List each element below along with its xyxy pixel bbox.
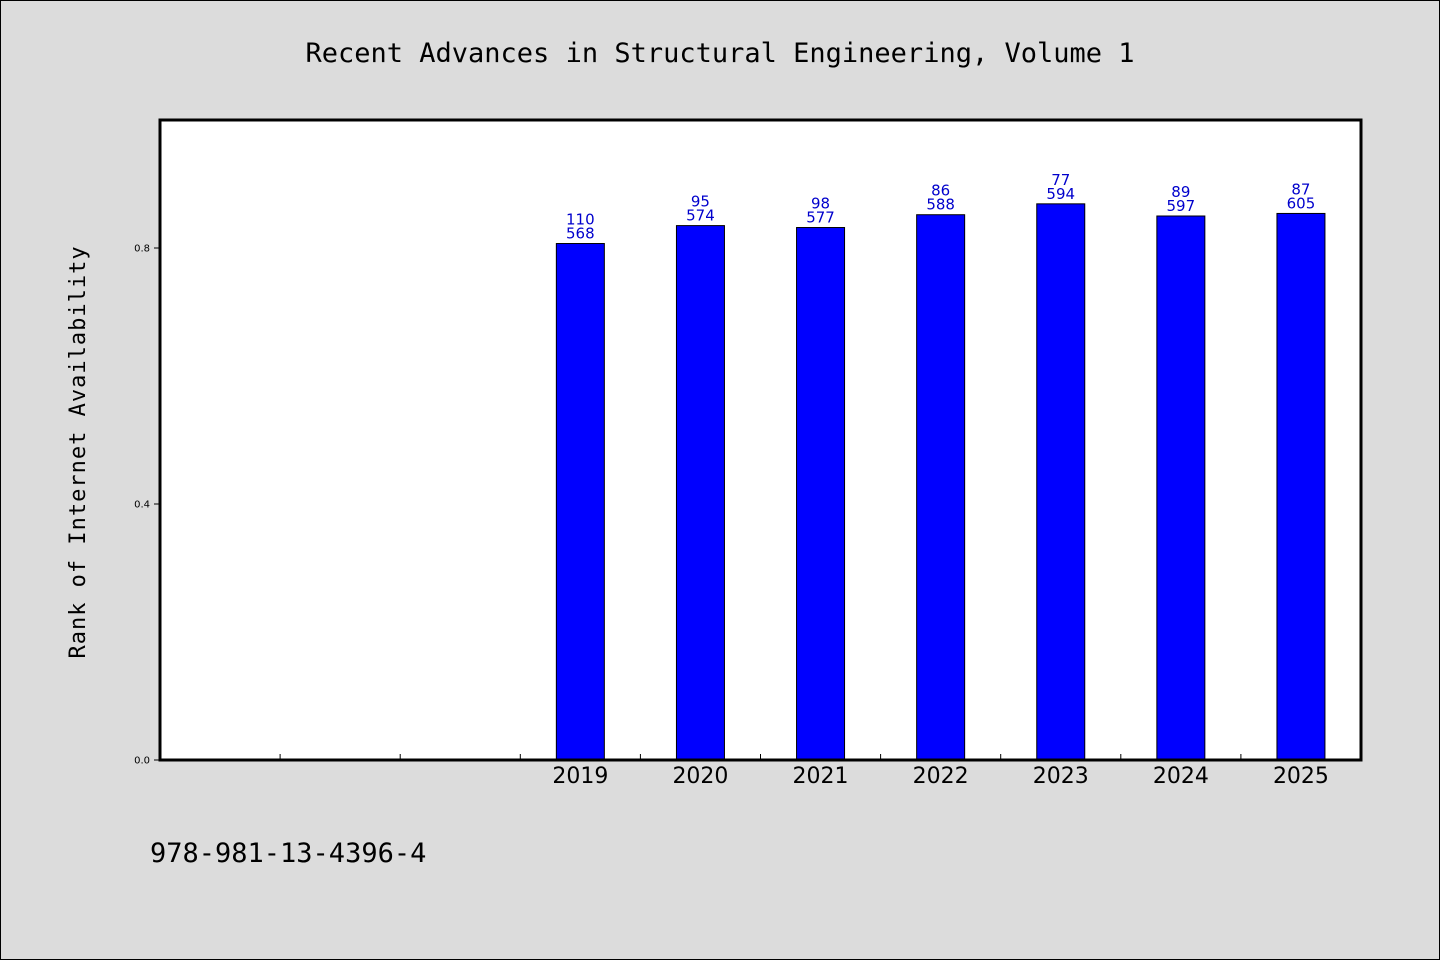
bar-label-top: 87 xyxy=(1291,180,1310,198)
bar-label-top: 77 xyxy=(1051,171,1070,189)
x-tick-label: 2021 xyxy=(793,764,849,789)
bar xyxy=(555,243,605,761)
bar-label-top: 95 xyxy=(691,193,710,211)
bar xyxy=(1156,215,1206,761)
chart-title: Recent Advances in Structural Engineerin… xyxy=(305,38,1134,69)
x-tick-label: 2024 xyxy=(1153,764,1209,789)
bar-label-bottom: 594 xyxy=(1046,185,1075,203)
x-tick-label: 2023 xyxy=(1033,764,1089,789)
bar-label-bottom: 605 xyxy=(1287,194,1316,212)
bar-label-bottom: 597 xyxy=(1167,197,1196,215)
bar-label-bottom: 588 xyxy=(926,196,955,214)
y-tick-label: 0.8 xyxy=(134,244,150,255)
bar-label-bottom: 574 xyxy=(686,207,715,225)
x-tick-label: 2019 xyxy=(552,764,608,789)
bar xyxy=(1276,212,1326,761)
bar xyxy=(916,214,966,761)
x-tick-label: 2022 xyxy=(913,764,969,789)
isbn-label: 978-981-13-4396-4 xyxy=(150,838,426,869)
y-tick-label: 0.0 xyxy=(134,756,150,767)
x-tick-label: 2025 xyxy=(1273,764,1329,789)
x-tick-label: 2020 xyxy=(672,764,728,789)
y-axis-label: Rank of Internet Availability xyxy=(66,245,91,658)
bar-label-top: 89 xyxy=(1171,183,1190,201)
plot-border xyxy=(158,118,1363,762)
plot-area: 0.00.40.81105682019955742020985772021865… xyxy=(134,118,1363,789)
bar-label-top: 98 xyxy=(811,195,830,213)
bar-label-bottom: 568 xyxy=(566,225,595,243)
y-tick-label: 0.4 xyxy=(134,500,150,511)
bar-label-top: 86 xyxy=(931,182,950,200)
bar xyxy=(675,225,725,761)
bar xyxy=(1036,203,1086,761)
bar-label-bottom: 577 xyxy=(806,209,835,227)
bar xyxy=(796,227,846,761)
bar-label-top: 110 xyxy=(566,211,595,229)
